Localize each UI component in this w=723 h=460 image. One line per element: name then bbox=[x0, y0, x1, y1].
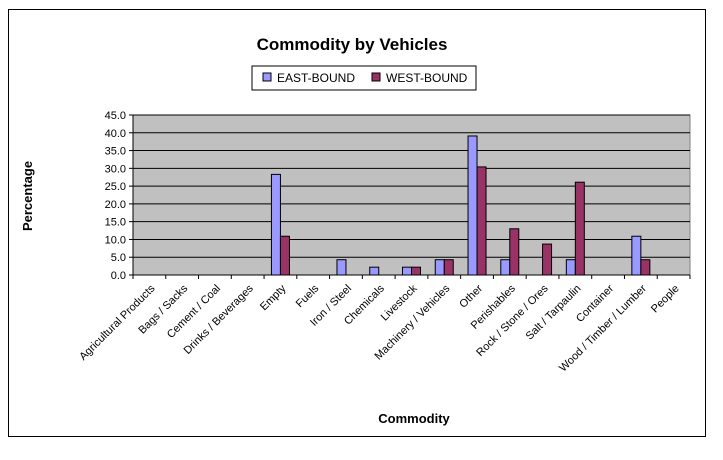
bar-east-bound bbox=[467, 135, 478, 276]
bar-west-bound bbox=[509, 228, 520, 276]
bar-east-bound bbox=[500, 259, 511, 276]
legend-label-east: EAST-BOUND bbox=[277, 71, 355, 85]
bar-west-bound bbox=[443, 259, 454, 276]
legend-swatch-east bbox=[262, 72, 272, 82]
y-tick-label: 5.0 bbox=[111, 252, 126, 264]
y-axis-label: Percentage bbox=[20, 161, 35, 231]
y-tick-label: 10.0 bbox=[105, 234, 126, 246]
plot-background bbox=[132, 114, 691, 276]
legend-swatch-west bbox=[371, 72, 381, 82]
y-tick-label: 15.0 bbox=[105, 217, 126, 229]
x-tick-label: Other bbox=[457, 282, 485, 310]
bar-east-bound bbox=[336, 259, 347, 276]
bar-east-bound bbox=[402, 266, 412, 276]
bar-west-bound bbox=[411, 266, 421, 276]
bar-west-bound bbox=[476, 166, 487, 276]
x-tick-label: People bbox=[649, 283, 682, 316]
bar-west-bound bbox=[542, 243, 553, 276]
legend: EAST-BOUND WEST-BOUND bbox=[251, 65, 477, 91]
y-tick-label: 30.0 bbox=[105, 163, 126, 175]
y-tick-label: 35.0 bbox=[105, 146, 126, 158]
bar-west-bound bbox=[574, 181, 585, 276]
x-axis-label: Commodity bbox=[378, 411, 450, 426]
plot-area: 0.05.010.015.020.025.030.035.040.045.0Ag… bbox=[77, 110, 691, 374]
y-tick-label: 40.0 bbox=[105, 128, 126, 140]
y-tick-label: 0.0 bbox=[111, 270, 126, 282]
bar-west-bound bbox=[640, 259, 651, 276]
bar-east-bound bbox=[270, 173, 281, 276]
bar-east-bound bbox=[565, 259, 576, 276]
y-tick-label: 25.0 bbox=[105, 181, 126, 193]
x-tick-label: Fuels bbox=[294, 282, 322, 310]
bar-east-bound bbox=[434, 259, 445, 276]
y-tick-label: 45.0 bbox=[105, 110, 126, 122]
x-tick-label: Empty bbox=[258, 282, 289, 313]
chart-title: Commodity by Vehicles bbox=[257, 35, 448, 54]
legend-label-west: WEST-BOUND bbox=[386, 71, 468, 85]
bar-east-bound bbox=[631, 235, 642, 276]
y-tick-label: 20.0 bbox=[105, 199, 126, 211]
bar-east-bound bbox=[369, 266, 380, 276]
bar-west-bound bbox=[279, 235, 290, 276]
